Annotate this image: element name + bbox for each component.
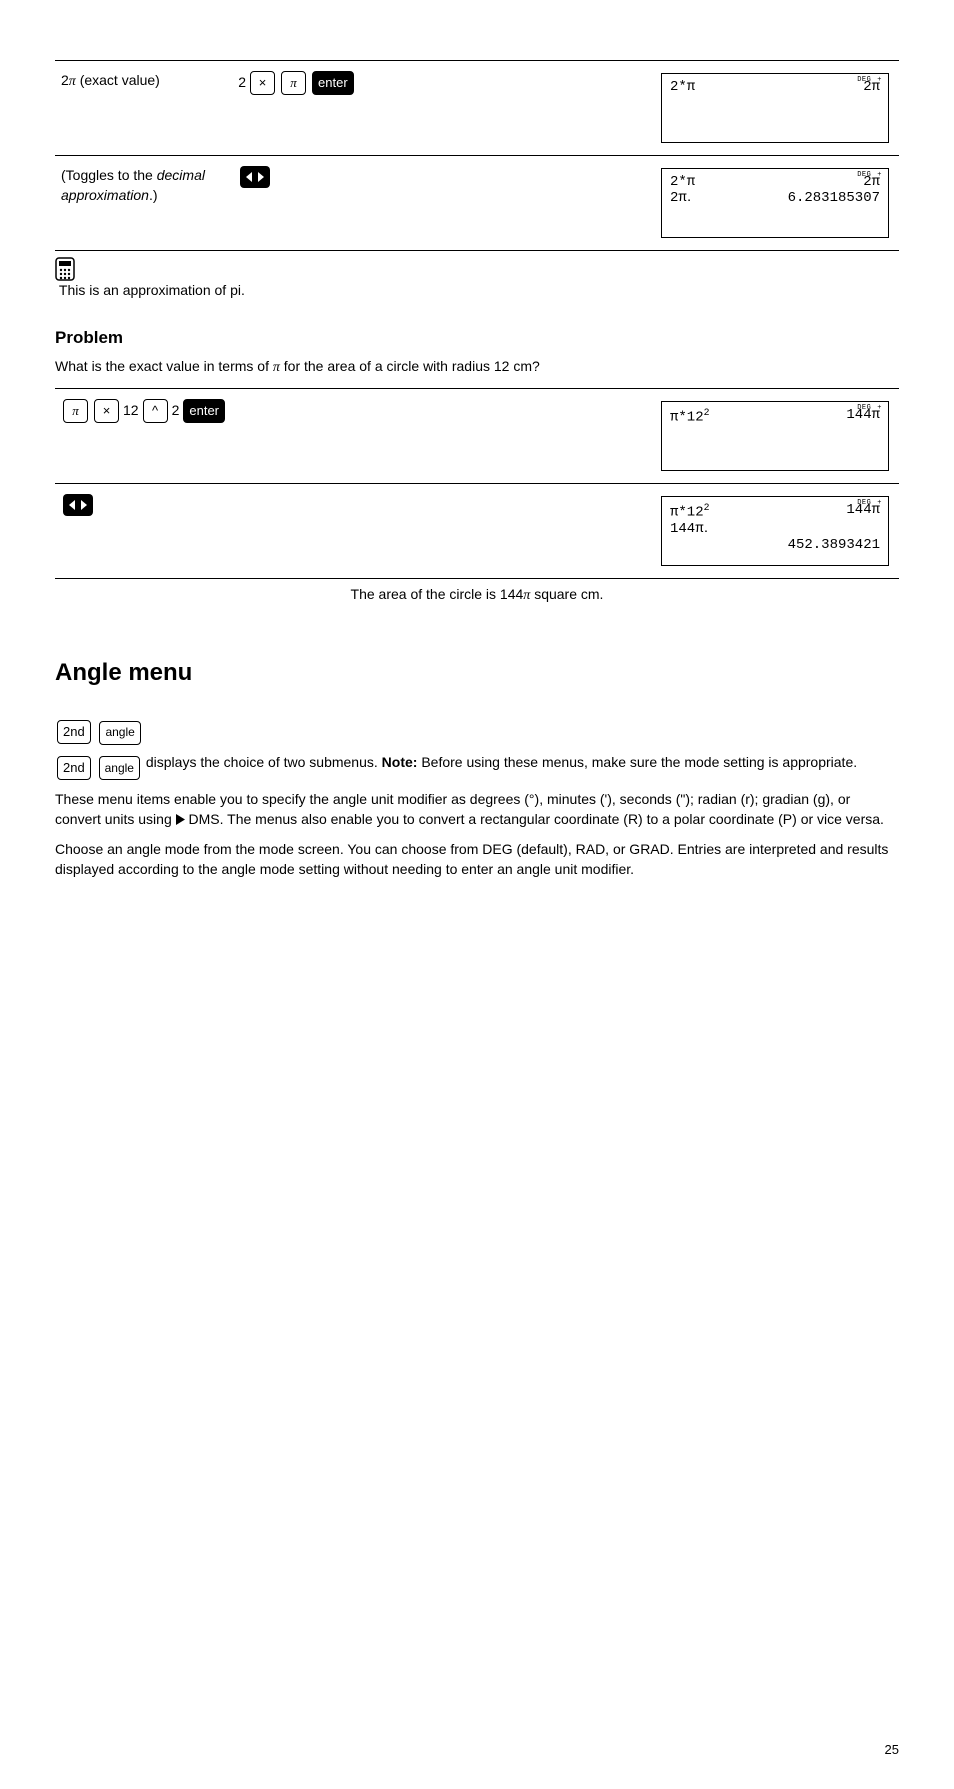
angle-para-1: 2nd angle displays the choice of two sub… <box>55 753 899 780</box>
calc-note: This is an approximation of pi. <box>55 257 899 301</box>
table-area-steps: π × 12 ^ 2 enter DEG+ π*122144π DEG+ π*1… <box>55 388 899 579</box>
key-times-2[interactable]: × <box>94 399 119 423</box>
triangle-right-icon <box>176 811 185 831</box>
angle-para-3: Choose an angle mode from the mode scree… <box>55 840 899 879</box>
key-enter-2[interactable]: enter <box>183 399 225 423</box>
step1-label-post: (exact value) <box>76 72 160 88</box>
step1-label-pre: 2 <box>61 72 69 88</box>
angle-keys-heading: 2nd angle <box>55 714 899 744</box>
seq-mid-12: 12 <box>123 401 139 421</box>
key-pi-2[interactable]: π <box>63 399 88 423</box>
key-2nd-b[interactable]: 2nd <box>57 756 91 780</box>
lcd-area-dec: DEG+ π*122144π 144π․ 452.3893421 <box>661 496 889 566</box>
key-toggle-2[interactable] <box>63 494 93 516</box>
keyseq-area: π × 12 ^ 2 enter <box>61 399 555 423</box>
key-caret[interactable]: ^ <box>143 399 168 423</box>
key-angle-b[interactable]: angle <box>99 756 140 780</box>
key-pi[interactable]: π <box>281 71 306 95</box>
step2-label-post: .) <box>149 187 158 203</box>
lcd-2pi-dec: DEG+ 2*π2π 2π․6.283185307 <box>661 168 889 238</box>
calculator-icon <box>55 257 899 281</box>
table-pi-steps: 2π (exact value) 2 × π enter DEG+ 2*π2π … <box>55 60 899 251</box>
lcd-2pi-exact: DEG+ 2*π2π <box>661 73 889 143</box>
step2-label-pre: (Toggles to the <box>61 167 157 183</box>
problem-heading: Problem <box>55 326 899 350</box>
key-2nd[interactable]: 2nd <box>57 720 91 744</box>
keyseq-2pi: 2 × π enter <box>238 71 597 95</box>
problem-question: What is the exact value in terms of π fo… <box>55 357 899 378</box>
answer-line: The area of the circle is 144π square cm… <box>55 585 899 606</box>
angle-heading: Angle menu <box>55 656 899 690</box>
key-toggle[interactable] <box>240 166 270 188</box>
page-number: 25 <box>885 1741 899 1759</box>
key-times[interactable]: × <box>250 71 275 95</box>
angle-para-2: These menu items enable you to specify t… <box>55 790 899 830</box>
lcd-area-exact: DEG+ π*122144π <box>661 401 889 471</box>
key-enter[interactable]: enter <box>312 71 354 95</box>
pi-symbol: π <box>69 74 76 89</box>
seq-post-2: 2 <box>172 401 180 421</box>
key-angle[interactable]: angle <box>99 721 140 745</box>
